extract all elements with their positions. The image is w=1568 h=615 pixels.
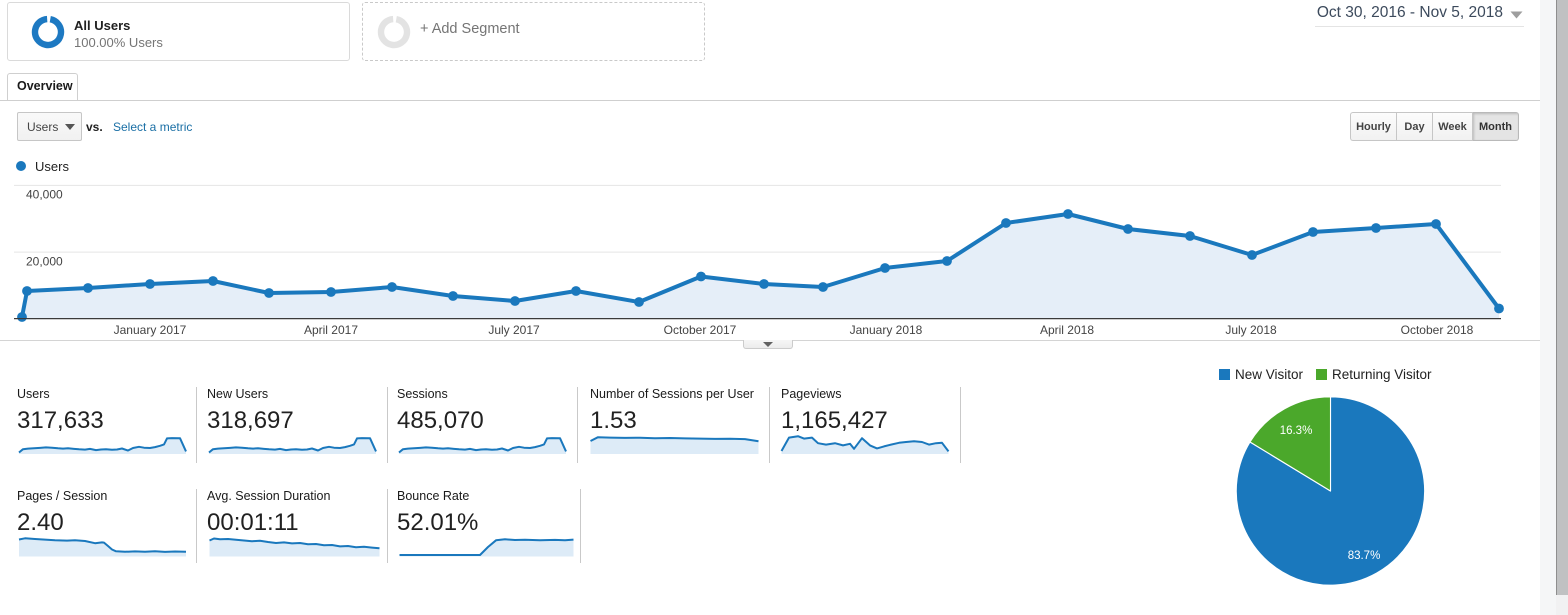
svg-text:83.7%: 83.7%	[1348, 550, 1381, 562]
svg-text:July 2018: July 2018	[1225, 323, 1277, 337]
svg-text:40,000: 40,000	[26, 188, 63, 202]
svg-text:October 2018: October 2018	[1401, 323, 1474, 337]
svg-text:April 2017: April 2017	[304, 323, 358, 337]
svg-text:January 2017: January 2017	[114, 323, 187, 337]
svg-text:July 2017: July 2017	[488, 323, 540, 337]
svg-text:October 2017: October 2017	[664, 323, 737, 337]
svg-text:20,000: 20,000	[26, 254, 63, 268]
svg-text:April 2018: April 2018	[1040, 323, 1094, 337]
svg-text:16.3%: 16.3%	[1280, 425, 1313, 437]
svg-text:January 2018: January 2018	[850, 323, 923, 337]
